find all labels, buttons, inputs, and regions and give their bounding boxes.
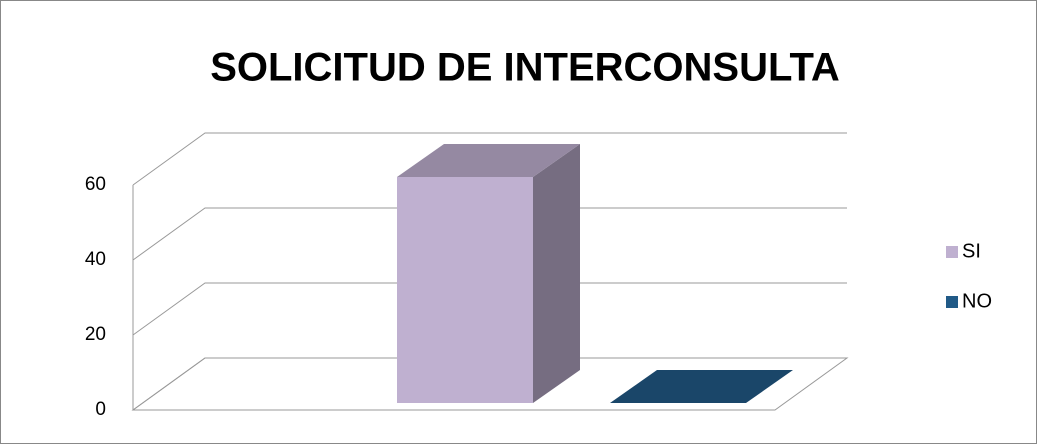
bar-top	[610, 370, 793, 403]
grid-line	[132, 132, 847, 186]
bar	[397, 144, 580, 403]
grid-line	[132, 207, 847, 261]
y-tick-label: 40	[85, 249, 106, 270]
grid-line	[132, 282, 847, 336]
grid-line	[132, 357, 847, 411]
bar	[610, 370, 793, 403]
legend-swatch	[946, 246, 958, 258]
legend-label: NO	[962, 290, 992, 312]
y-tick-label: 60	[85, 174, 106, 195]
bar-front	[397, 177, 533, 403]
legend-swatch	[946, 296, 958, 308]
y-tick-label: 20	[85, 324, 106, 345]
bar-side	[533, 144, 580, 403]
legend-label: SI	[962, 240, 981, 262]
chart-title: SOLICITUD DE INTERCONSULTA	[210, 46, 840, 90]
bar-top	[397, 144, 580, 177]
y-tick-label: 0	[95, 399, 106, 420]
